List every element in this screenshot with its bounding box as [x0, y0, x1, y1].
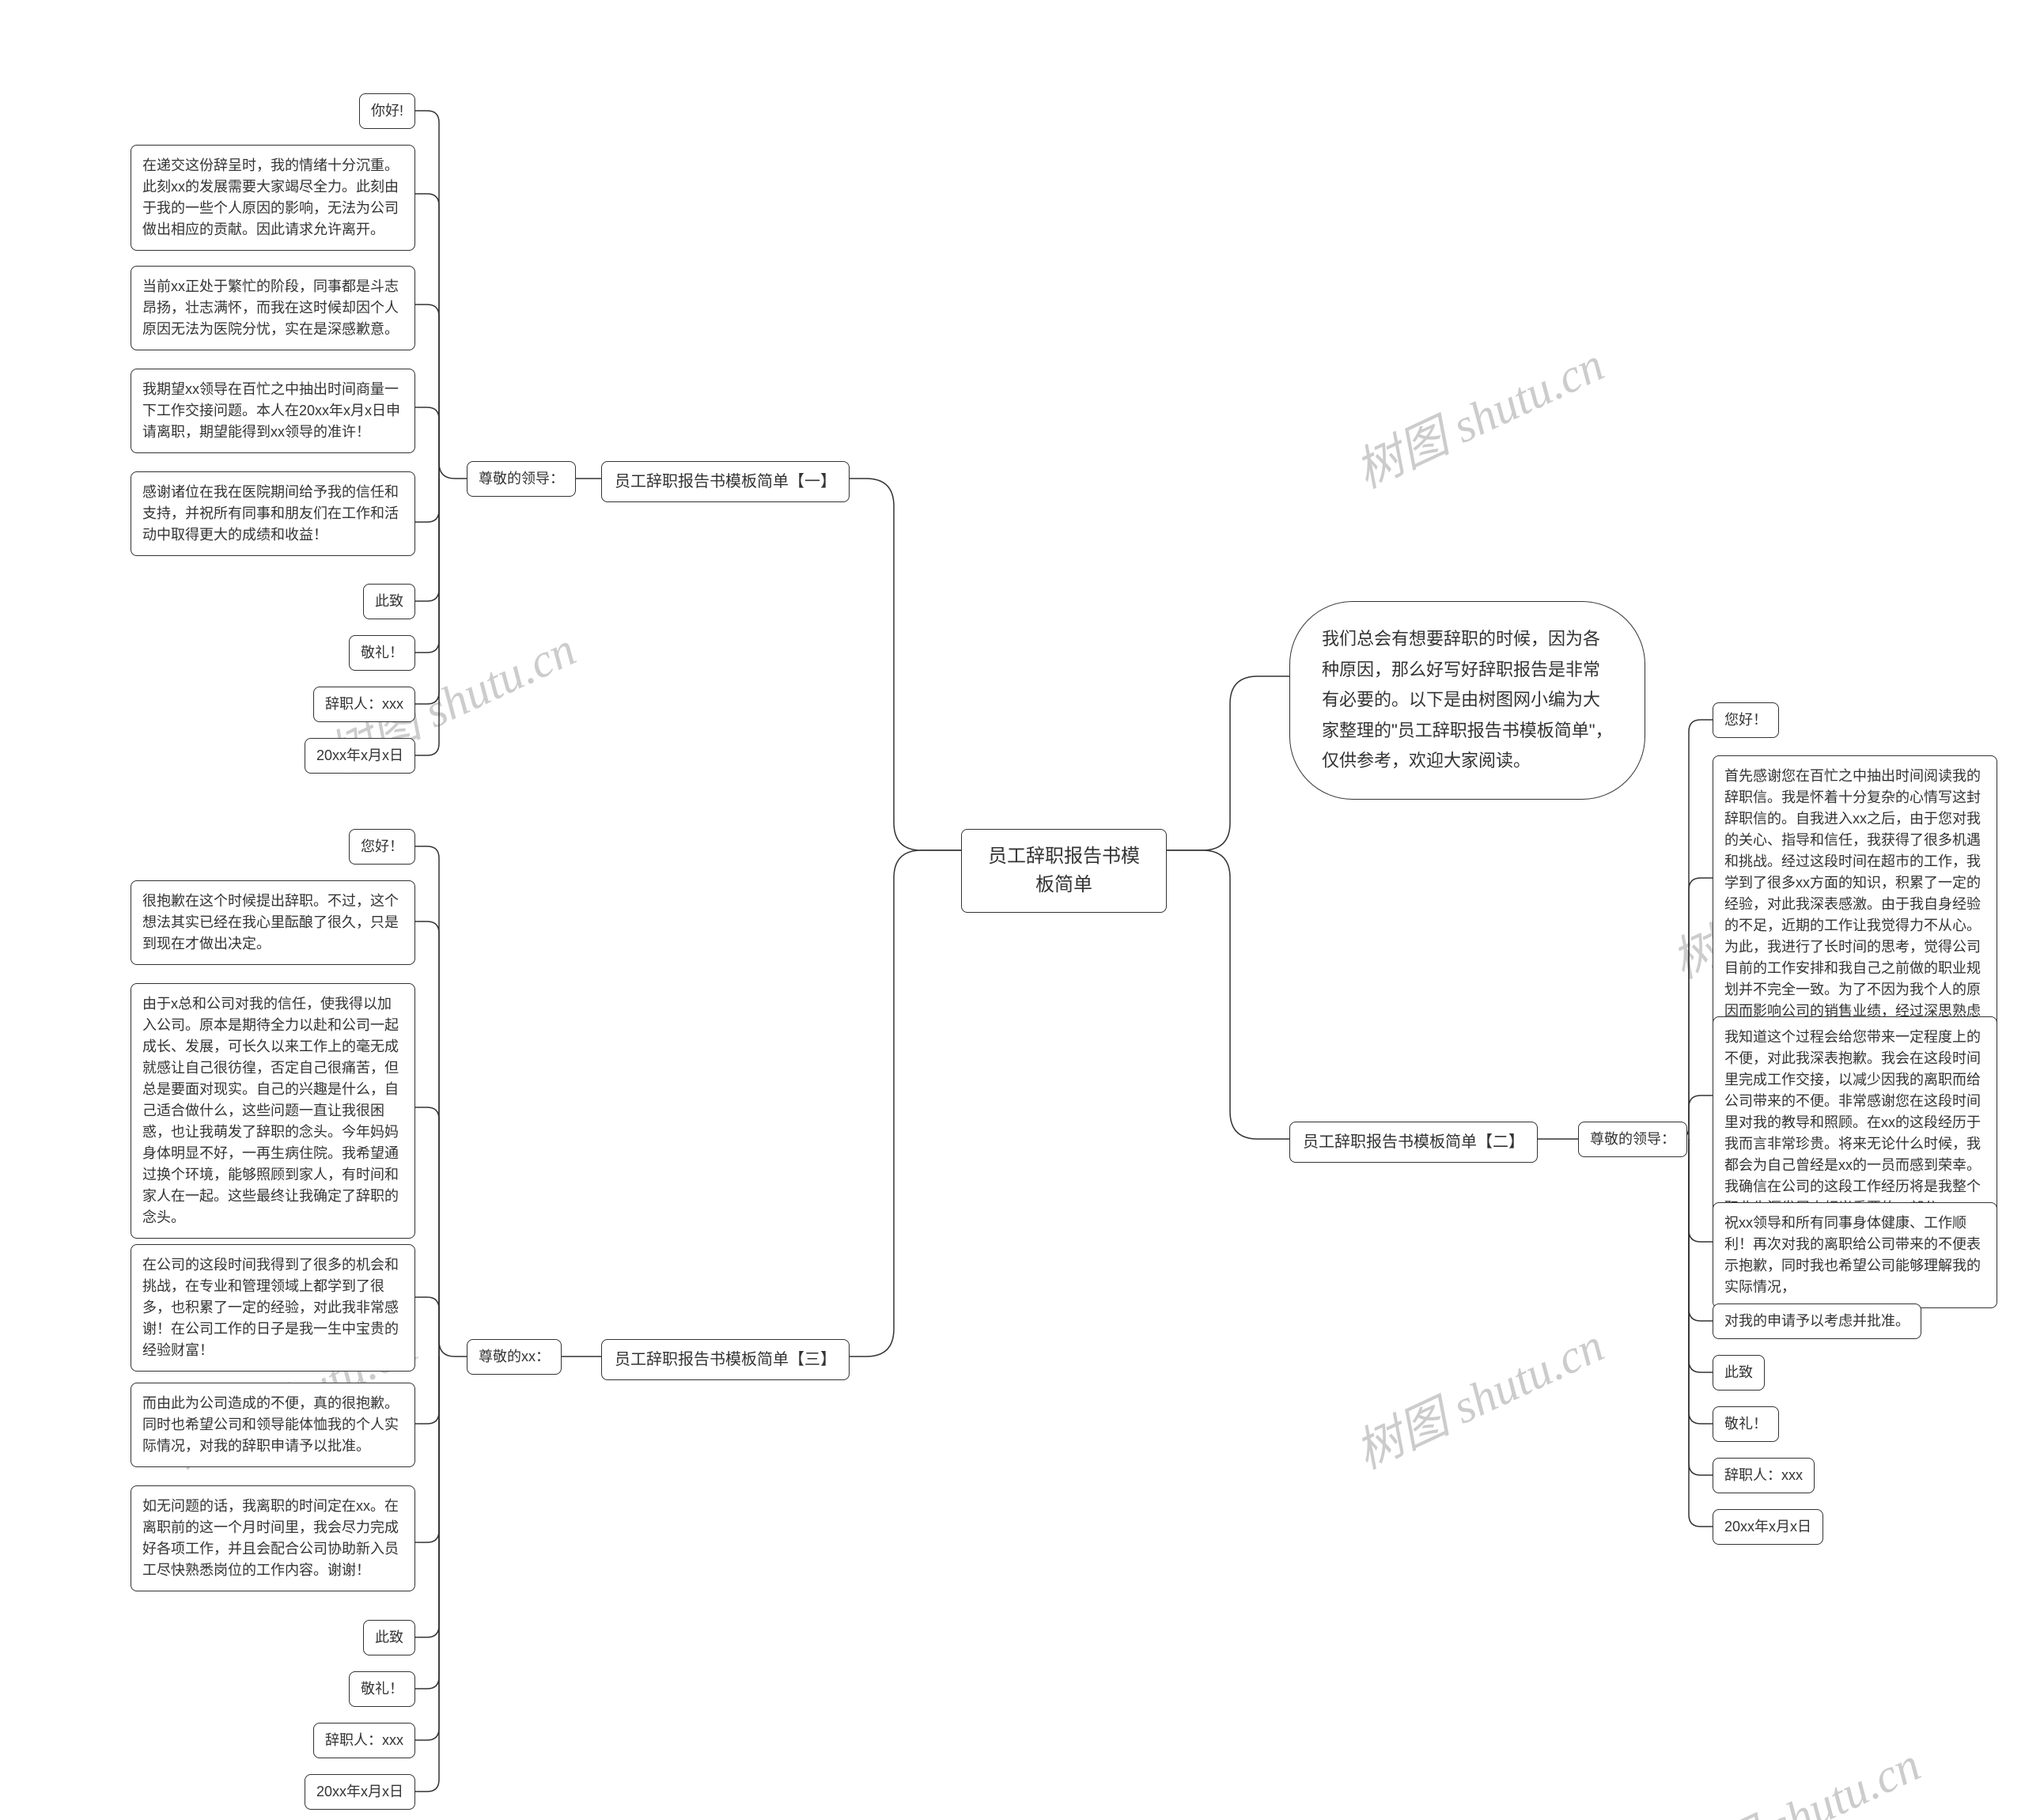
t3-item-3[interactable]: 在公司的这段时间我得到了很多的机会和挑战，在专业和管理领域上都学到了很多，也积累…: [131, 1244, 415, 1372]
t2-item-5[interactable]: 此致: [1713, 1355, 1765, 1391]
intro-node[interactable]: 我们总会有想要辞职的时候，因为各种原因，那么好写好辞职报告是非常有必要的。以下是…: [1289, 601, 1645, 800]
t3-item-5[interactable]: 如无问题的话，我离职的时间定在xx。在离职前的这一个月时间里，我会尽力完成好各项…: [131, 1485, 415, 1591]
template3-branch[interactable]: 员工辞职报告书模板简单【三】: [601, 1339, 850, 1380]
t2-item-0[interactable]: 您好！: [1713, 702, 1779, 738]
t2-item-7[interactable]: 辞职人：xxx: [1713, 1458, 1815, 1493]
t1-item-8[interactable]: 20xx年x月x日: [305, 738, 415, 774]
t2-item-2[interactable]: 我知道这个过程会给您带来一定程度上的不便，对此我深表抱歉。我会在这段时间里完成工…: [1713, 1016, 1997, 1229]
t2-item-8[interactable]: 20xx年x月x日: [1713, 1509, 1823, 1545]
watermark: 树图 shutu.cn: [1342, 327, 1613, 501]
t1-item-5[interactable]: 此致: [363, 584, 415, 619]
t3-item-1[interactable]: 很抱歉在这个时候提出辞职。不过，这个想法其实已经在我心里酝酿了很久，只是到现在才…: [131, 880, 415, 965]
t3-item-0[interactable]: 您好！: [349, 829, 415, 865]
template1-salutation[interactable]: 尊敬的领导：: [467, 461, 576, 497]
template1-branch[interactable]: 员工辞职报告书模板简单【一】: [601, 461, 850, 502]
t2-item-3[interactable]: 祝xx领导和所有同事身体健康、工作顺利！再次对我的离职给公司带来的不便表示抱歉，…: [1713, 1202, 1997, 1308]
watermark: 树图 shutu.cn: [1659, 1727, 1929, 1820]
t1-item-7[interactable]: 辞职人：xxx: [313, 687, 415, 722]
t1-item-3[interactable]: 我期望xx领导在百忙之中抽出时间商量一下工作交接问题。本人在20xx年x月x日申…: [131, 369, 415, 453]
template2-salutation[interactable]: 尊敬的领导：: [1578, 1122, 1687, 1157]
t1-item-2[interactable]: 当前xx正处于繁忙的阶段，同事都是斗志昂扬，壮志满怀，而我在这时候却因个人原因无…: [131, 266, 415, 350]
template3-salutation[interactable]: 尊敬的xx：: [467, 1339, 562, 1375]
t3-item-7[interactable]: 敬礼！: [349, 1671, 415, 1707]
t1-item-4[interactable]: 感谢诸位在我在医院期间给予我的信任和支持，并祝所有同事和朋友们在工作和活动中取得…: [131, 471, 415, 556]
t3-item-4[interactable]: 而由此为公司造成的不便，真的很抱歉。同时也希望公司和领导能体恤我的个人实际情况，…: [131, 1383, 415, 1467]
t2-item-1[interactable]: 首先感谢您在百忙之中抽出时间阅读我的辞职信。我是怀着十分复杂的心情写这封辞职信的…: [1713, 755, 1997, 1054]
t2-item-6[interactable]: 敬礼！: [1713, 1406, 1779, 1442]
t3-item-2[interactable]: 由于x总和公司对我的信任，使我得以加入公司。原本是期待全力以赴和公司一起成长、发…: [131, 983, 415, 1239]
template2-branch[interactable]: 员工辞职报告书模板简单【二】: [1289, 1122, 1538, 1163]
t3-item-9[interactable]: 20xx年x月x日: [305, 1774, 415, 1810]
t1-item-1[interactable]: 在递交这份辞呈时，我的情绪十分沉重。此刻xx的发展需要大家竭尽全力。此刻由于我的…: [131, 145, 415, 251]
root-node[interactable]: 员工辞职报告书模板简单: [961, 829, 1167, 913]
t2-item-4[interactable]: 对我的申请予以考虑并批准。: [1713, 1304, 1921, 1339]
t1-item-6[interactable]: 敬礼！: [349, 635, 415, 671]
t1-item-0[interactable]: 你好!: [359, 93, 415, 129]
t3-item-6[interactable]: 此致: [363, 1620, 415, 1655]
watermark: 树图 shutu.cn: [1342, 1307, 1613, 1482]
t3-item-8[interactable]: 辞职人：xxx: [313, 1723, 415, 1758]
